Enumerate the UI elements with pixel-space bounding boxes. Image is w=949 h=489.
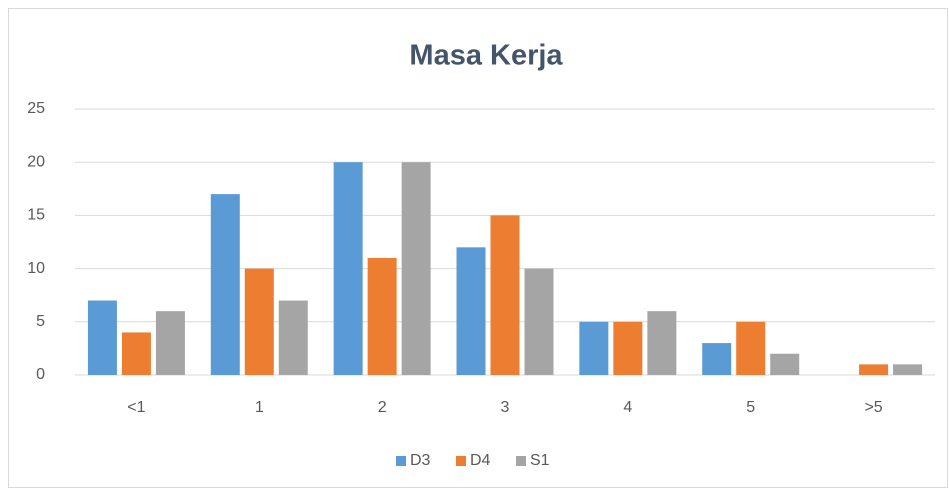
x-tick-label: 1 (255, 399, 264, 416)
bar (613, 321, 643, 375)
x-tick-label: 5 (746, 399, 755, 416)
bar (524, 268, 554, 375)
bar (278, 300, 308, 375)
x-tick-label: >5 (864, 399, 882, 416)
y-tick-label: 25 (27, 100, 45, 117)
legend-label: D4 (470, 452, 491, 469)
bar (456, 247, 486, 375)
y-tick-label: 5 (36, 313, 45, 330)
y-tick-label: 20 (27, 153, 45, 170)
y-tick-label: 0 (36, 366, 45, 383)
bar (155, 311, 185, 375)
y-tick-label: 10 (27, 260, 45, 277)
chart-title: Masa Kerja (409, 40, 563, 72)
bar (770, 353, 800, 375)
legend-swatch (456, 456, 466, 466)
bar (401, 162, 431, 375)
bar (367, 257, 397, 375)
bar (121, 332, 151, 375)
legend-label: D3 (410, 452, 431, 469)
bar (702, 343, 732, 375)
bar (579, 321, 609, 375)
x-tick-label: 3 (501, 399, 510, 416)
legend-label: S1 (530, 452, 550, 469)
legend-swatch (516, 456, 526, 466)
bar (736, 321, 766, 375)
bar (490, 215, 520, 375)
bar (244, 268, 274, 375)
bar (647, 311, 677, 375)
bar (859, 364, 889, 375)
bar (87, 300, 117, 375)
bar (210, 194, 240, 375)
x-tick-label: 4 (623, 399, 632, 416)
x-tick-label: 2 (378, 399, 387, 416)
x-tick-label: <1 (127, 399, 145, 416)
y-tick-label: 15 (27, 207, 45, 224)
legend-swatch (396, 456, 406, 466)
bar (333, 162, 363, 375)
bar (893, 364, 923, 375)
